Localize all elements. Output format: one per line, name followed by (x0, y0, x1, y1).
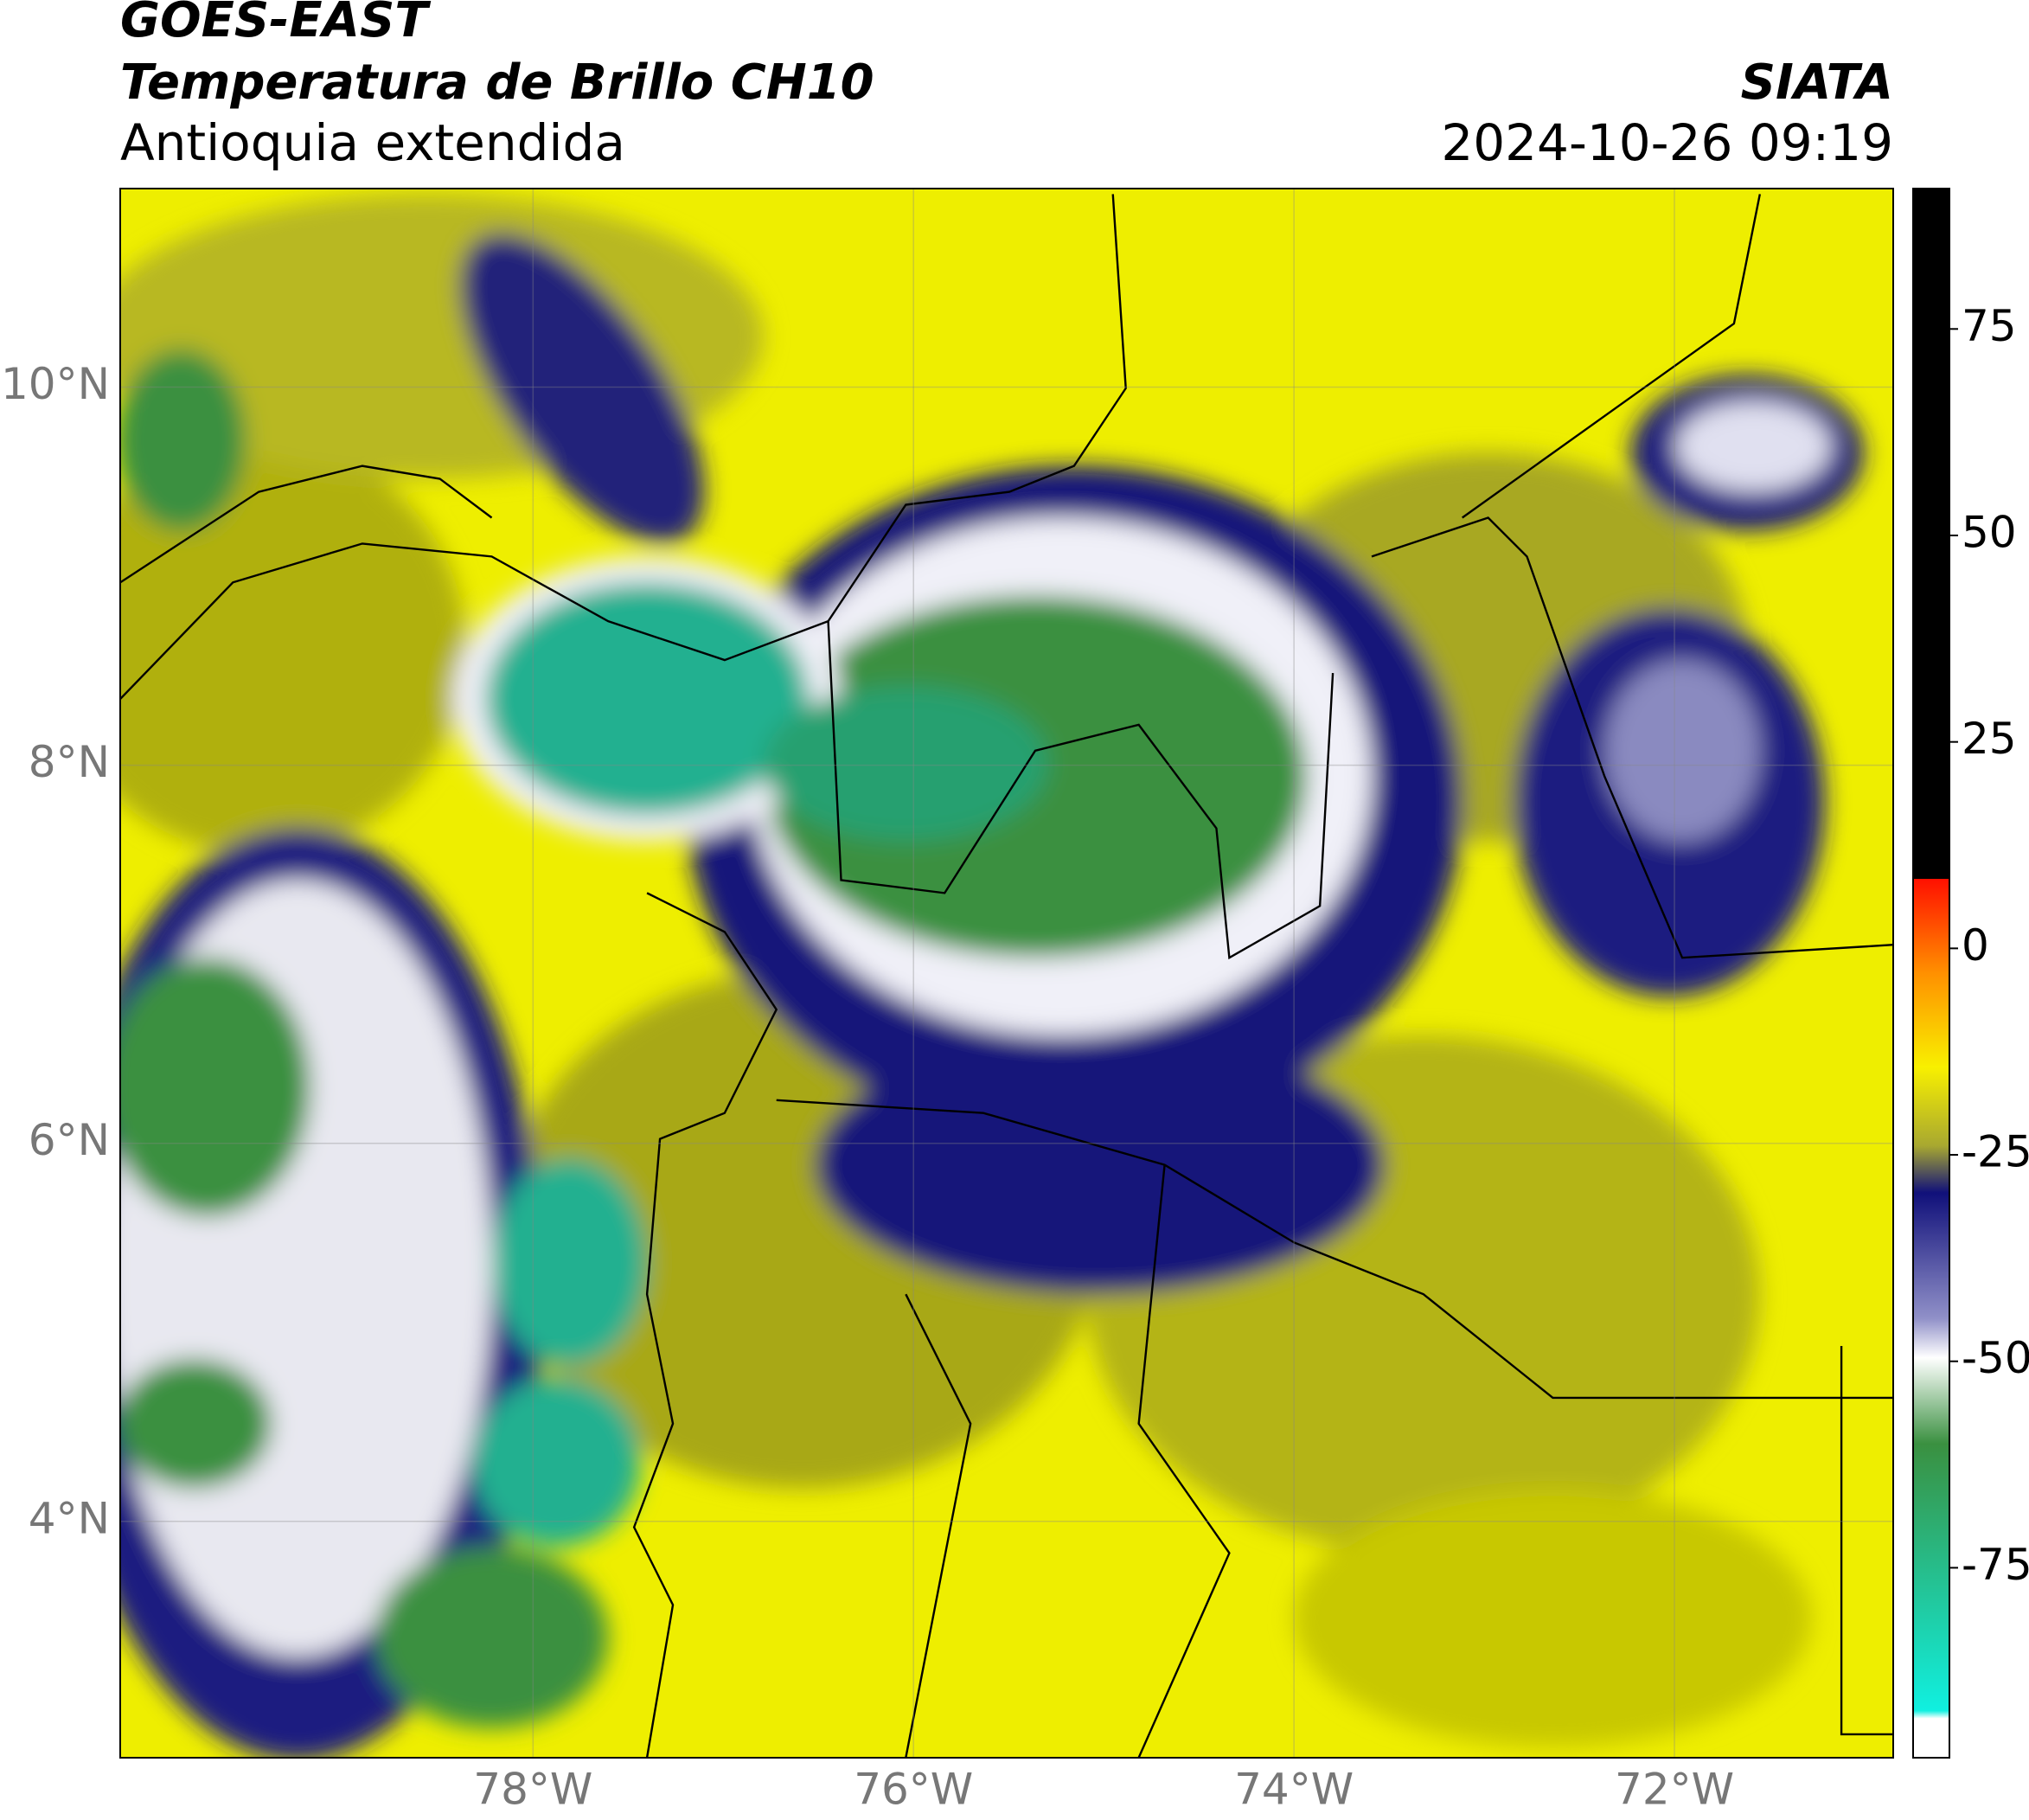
satellite-image (120, 189, 1893, 1758)
colorbar-tick-label: 25 (1962, 714, 2017, 764)
colorbar-tick-label: -50 (1962, 1333, 2029, 1383)
region: Antioquia extendida (120, 113, 625, 172)
colorbar-tick-label: 50 (1962, 507, 2017, 557)
product: Temperatura de Brillo CH10 (120, 54, 874, 111)
colorbar-tick-label: -75 (1962, 1540, 2029, 1590)
x-tick-label: 78°W (473, 1765, 592, 1815)
grid (120, 189, 1893, 1758)
satellite: GOES-EAST (120, 0, 431, 48)
colorbar-tick-label: 0 (1962, 920, 1989, 971)
y-tick-label: 10°N (1, 359, 110, 409)
x-tick-label: 74°W (1234, 1765, 1354, 1815)
colorbar-tick-label: -25 (1962, 1127, 2029, 1177)
y-tick-label: 6°N (29, 1115, 110, 1165)
organization: SIATA (1741, 54, 1893, 111)
colorbar (1912, 188, 1950, 1759)
y-tick-label: 8°N (29, 737, 110, 787)
x-tick-label: 72°W (1615, 1765, 1734, 1815)
map-frame (119, 188, 1894, 1759)
colorbar-tick-label: 75 (1962, 301, 2017, 351)
x-tick-label: 76°W (854, 1765, 973, 1815)
y-tick-label: 4°N (29, 1493, 110, 1543)
datetime: 2024-10-26 09:19 (1441, 113, 1893, 172)
